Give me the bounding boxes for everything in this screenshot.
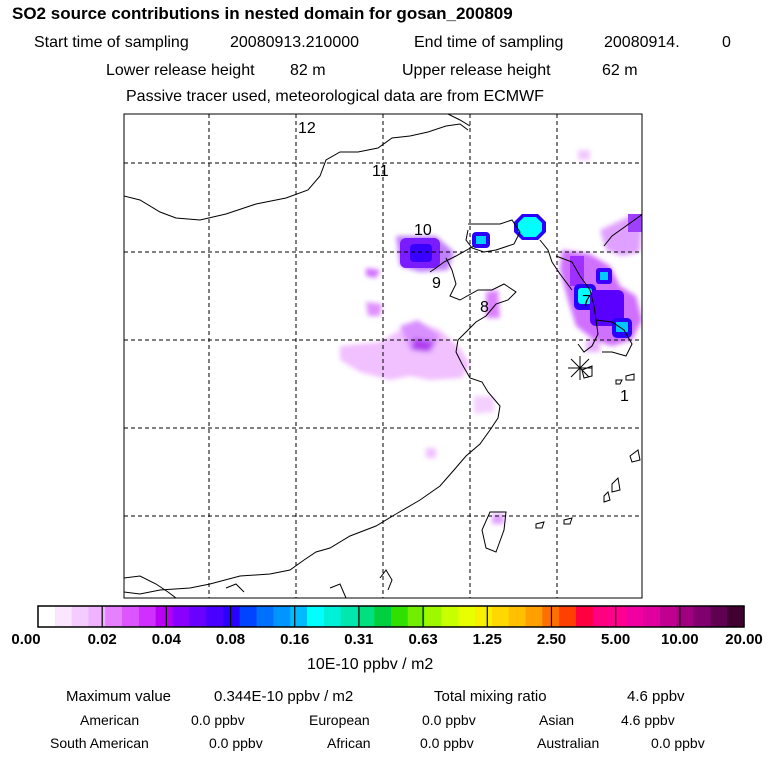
colorbar-cell	[105, 606, 123, 627]
colorbar-cell	[626, 606, 644, 627]
colorbar-cell	[71, 606, 90, 627]
colorbar-tick-label: 2.50	[536, 631, 567, 648]
colorbar-cell	[88, 606, 106, 627]
colorbar-cell	[559, 606, 577, 627]
colorbar-cell	[609, 606, 627, 627]
colorbar-tick-label: 10.00	[661, 631, 699, 648]
trajectory-label-7: 7	[582, 293, 591, 310]
colorbar-cell	[693, 606, 711, 627]
region-name-european: European	[309, 712, 370, 728]
colorbar-cell	[458, 606, 476, 627]
colorbar-cell	[407, 606, 426, 627]
colorbar-cell	[172, 606, 190, 627]
colorbar-tick-label: 0.63	[408, 631, 438, 648]
region-name-african: African	[327, 735, 371, 751]
region-value-south-american: 0.0 ppbv	[209, 735, 263, 751]
start-time-label: Start time of sampling	[34, 34, 189, 51]
colorbar-cell	[323, 606, 342, 627]
end-time-value: 20080914.	[604, 34, 680, 51]
colorbar-cell	[592, 606, 611, 627]
colorbar-cell	[54, 606, 73, 627]
region-name-asian: Asian	[539, 712, 575, 728]
colorbar-cell	[659, 606, 678, 627]
colorbar-cell	[676, 606, 695, 627]
colorbar-cell	[424, 606, 443, 627]
concentration-hotspots	[400, 214, 642, 338]
colorbar-tick-label: 0.16	[280, 631, 310, 648]
colorbar-cell	[374, 606, 392, 627]
colorbar-cell	[491, 606, 510, 627]
colorbar-cell	[290, 606, 308, 627]
start-time-value: 20080913.210000	[230, 34, 360, 51]
colorbar-cell	[441, 606, 459, 627]
colorbar-cell	[189, 606, 207, 627]
region-name-australian: Australian	[537, 735, 600, 751]
colorbar-cell	[475, 606, 493, 627]
total-mixing-label: Total mixing ratio	[434, 688, 547, 705]
region-value-african: 0.0 ppbv	[420, 735, 474, 751]
max-value-label: Maximum value	[66, 688, 172, 705]
colorbar-cell	[340, 606, 358, 627]
colorbar-cell	[643, 606, 661, 627]
lower-release-label: Lower release height	[106, 62, 255, 79]
max-value: 0.344E-10 ppbv / m2	[214, 688, 354, 705]
upper-release-label: Upper release height	[402, 62, 551, 79]
colorbar-cell	[155, 606, 174, 627]
map-gridlines	[124, 114, 642, 598]
star-icon	[568, 356, 592, 380]
colorbar-cell	[122, 606, 140, 627]
colorbar-tick-label: 1.25	[472, 631, 502, 648]
colorbar-cell	[525, 606, 543, 627]
colorbar-cell	[306, 606, 325, 627]
colorbar-cell	[138, 606, 157, 627]
colorbar-cell	[273, 606, 291, 627]
colorbar-cell	[727, 606, 745, 627]
colorbar-cell	[256, 606, 274, 627]
region-value-american: 0.0 ppbv	[191, 712, 245, 728]
coastlines	[124, 114, 642, 598]
colorbar-cell	[710, 606, 728, 627]
colorbar-cell	[206, 606, 224, 627]
colorbar-cell	[239, 606, 258, 627]
region-value-asian: 4.6 ppbv	[621, 712, 675, 728]
trajectory-label-11: 11	[372, 163, 389, 180]
colorbar-frame	[37, 605, 745, 628]
colorbar-tick-label: 0.00	[11, 631, 41, 648]
colorbar-tick-label: 5.00	[601, 631, 631, 648]
colorbar-tick-label: 0.02	[87, 631, 117, 648]
colorbar-unit: 10E-10 ppbv / m2	[307, 656, 434, 673]
trajectory-label-8: 8	[480, 299, 489, 316]
colorbar-tick-label: 0.08	[215, 631, 246, 648]
end-time-extra: 0	[722, 34, 731, 51]
colorbar-cell	[508, 606, 527, 627]
region-value-australian: 0.0 ppbv	[651, 735, 705, 751]
region-name-american: American	[80, 712, 140, 728]
colorbar-cell	[575, 606, 594, 627]
colorbar-cell	[38, 606, 56, 627]
page-title: SO2 source contributions in nested domai…	[12, 4, 513, 23]
colorbar-cell	[391, 606, 409, 627]
colorbar-cell	[222, 606, 241, 627]
trajectory-label-10: 10	[414, 222, 432, 239]
tracer-note: Passive tracer used, meteorological data…	[126, 88, 544, 105]
colorbar-cell	[357, 606, 375, 627]
colorbar-tick-label: 0.31	[344, 631, 374, 648]
trajectory-label-1: 1	[620, 388, 629, 405]
total-mixing-value: 4.6 ppbv	[627, 688, 685, 705]
map-frame	[123, 113, 643, 599]
lower-release-value: 82 m	[290, 62, 326, 79]
region-value-european: 0.0 ppbv	[422, 712, 476, 728]
end-time-label: End time of sampling	[414, 34, 564, 51]
trajectory-label-12: 12	[298, 120, 316, 137]
trajectory-label-9: 9	[432, 275, 441, 292]
upper-release-value: 62 m	[602, 62, 638, 79]
region-name-south-american: South American	[50, 735, 149, 751]
colorbar-tick-label: 20.00	[725, 631, 763, 648]
colorbar-tick-label: 0.04	[151, 631, 181, 648]
